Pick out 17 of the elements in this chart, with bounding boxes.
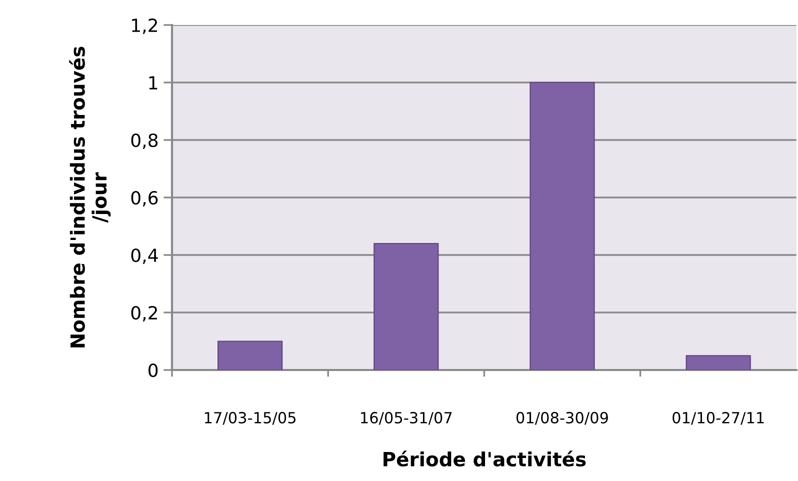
y-tick-label: 0,4 — [131, 248, 158, 264]
y-tick-label: 0 — [148, 363, 158, 378]
y-tick-label: 0,8 — [131, 133, 158, 149]
y-tick-label: 1 — [149, 76, 158, 90]
y-axis-title: Nombre d'individus trouvés /jour — [69, 46, 111, 348]
y-tick-label: 0,6 — [131, 190, 158, 206]
y-tick-label: 0,2 — [131, 306, 157, 322]
bar — [374, 242, 439, 370]
x-tick-label: 17/03-15/05 — [204, 412, 296, 425]
bar — [530, 82, 595, 370]
x-axis-title: Période d'activités — [384, 450, 586, 467]
bar — [686, 355, 751, 370]
y-tick-label: 1,2 — [132, 18, 157, 34]
bar — [217, 340, 283, 370]
x-tick-label: 16/05-31/07 — [361, 412, 452, 425]
x-tick-label: 01/08-30/09 — [516, 412, 608, 425]
x-tick-label: 01/10-27/11 — [672, 412, 764, 425]
